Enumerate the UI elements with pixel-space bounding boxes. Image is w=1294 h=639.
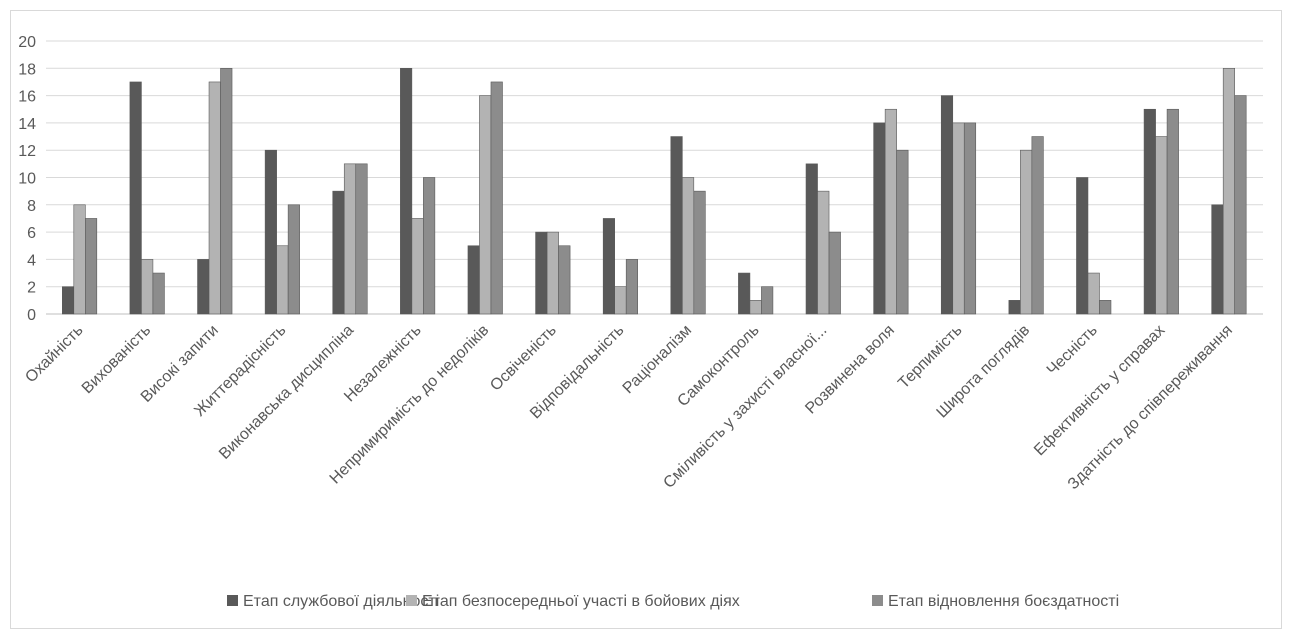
legend-label-1: Етап службової діяльності bbox=[243, 593, 439, 610]
x-category-label: Вихованість bbox=[79, 322, 154, 397]
bar-series-1-1 bbox=[62, 286, 75, 315]
bar-series-2-6 bbox=[411, 218, 424, 315]
bar-series-1-18 bbox=[1211, 204, 1224, 315]
bars bbox=[62, 68, 1247, 315]
bar-series-3-15 bbox=[1031, 136, 1044, 315]
bar-series-2-10 bbox=[682, 177, 695, 315]
bar-series-3-14 bbox=[963, 122, 977, 315]
bar-series-3-10 bbox=[693, 190, 706, 315]
x-category-label: Ефективність у справах bbox=[1031, 322, 1168, 459]
bar-series-1-14 bbox=[940, 95, 954, 315]
bar-series-2-9 bbox=[614, 286, 627, 315]
bar-series-2-17 bbox=[1155, 136, 1168, 315]
y-tick-label: 6 bbox=[27, 225, 36, 242]
legend-swatch-1 bbox=[227, 595, 238, 606]
bar-series-1-15 bbox=[1008, 300, 1021, 315]
bar-series-2-11 bbox=[749, 300, 762, 315]
bar-series-2-3 bbox=[208, 81, 221, 315]
bar-series-2-13 bbox=[884, 108, 897, 315]
bar-series-2-18 bbox=[1222, 68, 1235, 315]
bar-series-1-6 bbox=[400, 68, 413, 315]
bar-series-1-12 bbox=[805, 163, 818, 315]
bar-series-1-3 bbox=[197, 259, 210, 315]
legend-swatch-2 bbox=[406, 595, 417, 606]
y-tick-label: 0 bbox=[27, 307, 36, 324]
bar-series-3-16 bbox=[1099, 300, 1112, 315]
bar-series-1-17 bbox=[1143, 108, 1156, 315]
bar-series-3-1 bbox=[85, 218, 98, 315]
bar-series-3-4 bbox=[287, 204, 300, 315]
legend-label-3: Етап відновлення боєздатності bbox=[888, 593, 1119, 610]
y-axis: 0 2 4 6 8 10 12 14 16 18 20 bbox=[18, 34, 36, 324]
legend-swatch-3 bbox=[872, 595, 883, 606]
x-category-label: Охайність bbox=[22, 322, 86, 386]
bar-series-3-8 bbox=[558, 245, 571, 315]
bar-series-2-5 bbox=[343, 163, 357, 315]
bar-series-1-8 bbox=[535, 231, 548, 315]
bar-series-1-5 bbox=[332, 190, 345, 315]
y-tick-label: 16 bbox=[18, 89, 36, 106]
bar-series-2-2 bbox=[141, 259, 154, 315]
y-tick-label: 4 bbox=[27, 252, 36, 269]
bar-series-1-9 bbox=[602, 218, 615, 315]
y-tick-label: 2 bbox=[27, 280, 36, 297]
bar-series-3-9 bbox=[625, 259, 638, 315]
bar-series-2-14 bbox=[952, 122, 965, 315]
x-category-label: Виконавська дисципліна bbox=[216, 322, 357, 463]
bar-series-3-12 bbox=[828, 231, 841, 315]
bar-series-3-3 bbox=[220, 68, 233, 315]
bar-series-2-8 bbox=[546, 231, 559, 315]
bar-series-1-4 bbox=[264, 149, 277, 315]
bar-series-3-6 bbox=[423, 177, 436, 315]
gridlines bbox=[46, 40, 1263, 315]
legend-label-2: Етап безпосередньої участі в бойових дія… bbox=[422, 593, 740, 610]
bar-series-3-18 bbox=[1234, 95, 1247, 315]
y-tick-label: 14 bbox=[18, 116, 36, 133]
bar-series-3-17 bbox=[1166, 108, 1179, 315]
x-category-label: Освіченість bbox=[487, 322, 560, 395]
y-tick-label: 12 bbox=[18, 143, 36, 160]
bar-series-1-7 bbox=[467, 245, 480, 315]
bar-series-1-11 bbox=[738, 272, 751, 315]
y-tick-label: 18 bbox=[18, 61, 36, 78]
bar-series-2-12 bbox=[817, 190, 830, 315]
x-category-label: Чесність bbox=[1044, 322, 1101, 379]
bar-series-2-16 bbox=[1087, 272, 1100, 315]
bar-series-3-7 bbox=[490, 81, 503, 315]
bar-series-1-13 bbox=[873, 122, 886, 315]
bar-series-3-13 bbox=[896, 149, 909, 315]
bar-series-3-5 bbox=[355, 163, 368, 315]
y-tick-label: 10 bbox=[18, 171, 36, 188]
bar-series-1-10 bbox=[670, 136, 683, 315]
bar-series-1-16 bbox=[1076, 177, 1089, 315]
y-tick-label: 8 bbox=[27, 198, 36, 215]
bar-series-2-7 bbox=[479, 95, 492, 315]
bar-series-2-4 bbox=[276, 245, 289, 315]
x-category-label: Раціоналізм bbox=[620, 322, 695, 397]
x-category-label: Терпимість bbox=[895, 322, 965, 392]
bar-series-3-2 bbox=[152, 272, 165, 315]
y-tick-label: 20 bbox=[18, 34, 36, 51]
bar-series-1-2 bbox=[129, 81, 142, 315]
bar-series-2-1 bbox=[73, 204, 86, 315]
bar-series-2-15 bbox=[1020, 149, 1033, 315]
bar-series-3-11 bbox=[761, 286, 774, 315]
